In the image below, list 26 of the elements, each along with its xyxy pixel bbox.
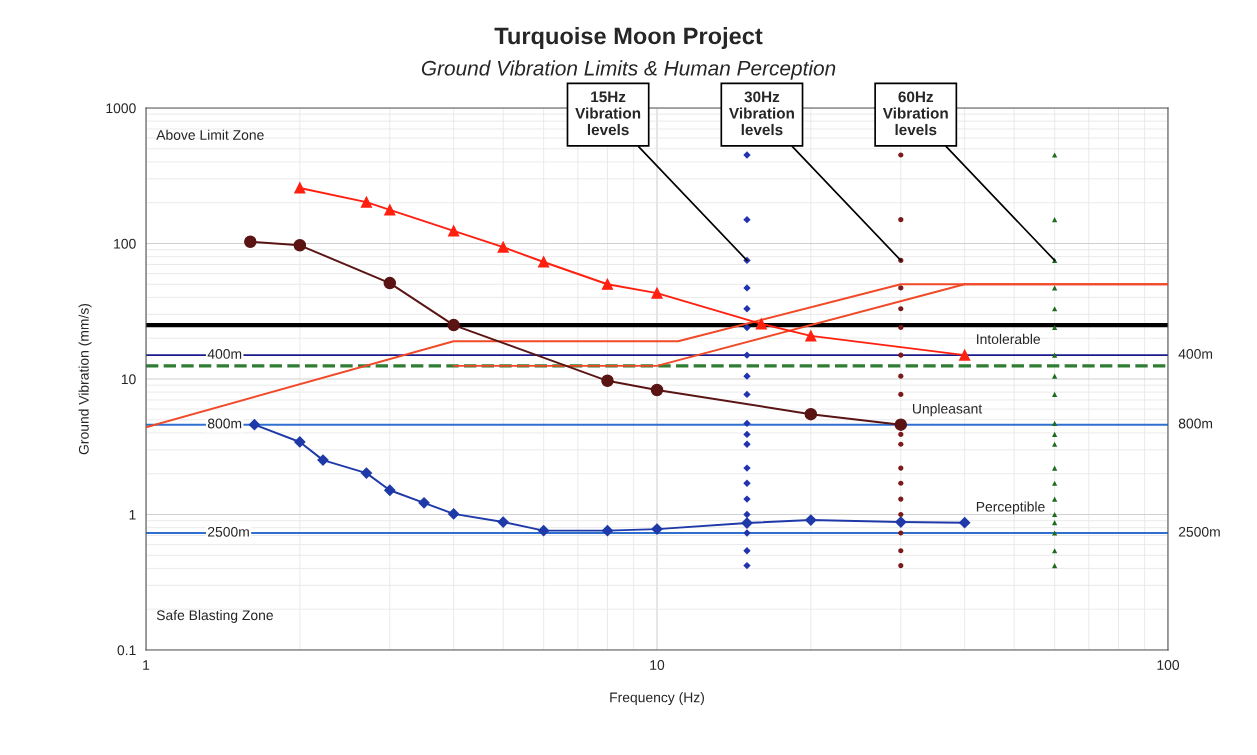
series-label: Unpleasant: [912, 403, 983, 417]
chart-subtitle: Ground Vibration Limits & Human Perception: [421, 60, 836, 80]
text: 800m: [1178, 418, 1213, 429]
x-tick-label: 10: [650, 660, 665, 670]
annotation: 15Hz Vibration levels: [575, 91, 641, 136]
chart-title: Turquoise Moon Project: [494, 27, 763, 50]
y-tick-label: 0.1: [117, 645, 136, 656]
y-tick-label: 10: [121, 374, 136, 385]
text: 400m: [1178, 349, 1213, 359]
y-axis-title: Ground Vibration (mm/s): [78, 303, 92, 455]
y-tick-label: 1: [129, 509, 136, 520]
text: 2500m: [1178, 526, 1220, 537]
series-label: Perceptible: [976, 501, 1045, 515]
annotation: 30Hz Vibration levels: [729, 91, 794, 136]
annotation: Above Limit Zone: [156, 129, 264, 140]
ref-line-label: 400m: [207, 349, 242, 359]
x-tick-label: 1: [143, 660, 150, 670]
x-axis-title: Frequency (Hz): [610, 692, 704, 706]
ref-line-label: 2500m: [208, 526, 249, 537]
y-tick-label: 100: [114, 238, 136, 249]
annotation: Safe Blasting Zone: [156, 609, 273, 623]
x-tick-label: 100: [1157, 660, 1180, 670]
annotation: 60Hz Vibration levels: [882, 91, 948, 136]
ref-line-label: 800m: [207, 418, 242, 429]
series-label: Intolerable: [977, 333, 1041, 345]
y-tick-label: 1000: [106, 103, 136, 114]
